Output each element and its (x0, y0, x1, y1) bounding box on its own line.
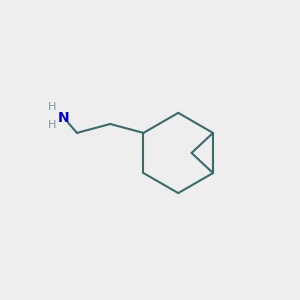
Text: H: H (47, 102, 56, 112)
Text: H: H (47, 121, 56, 130)
Text: N: N (58, 111, 69, 125)
